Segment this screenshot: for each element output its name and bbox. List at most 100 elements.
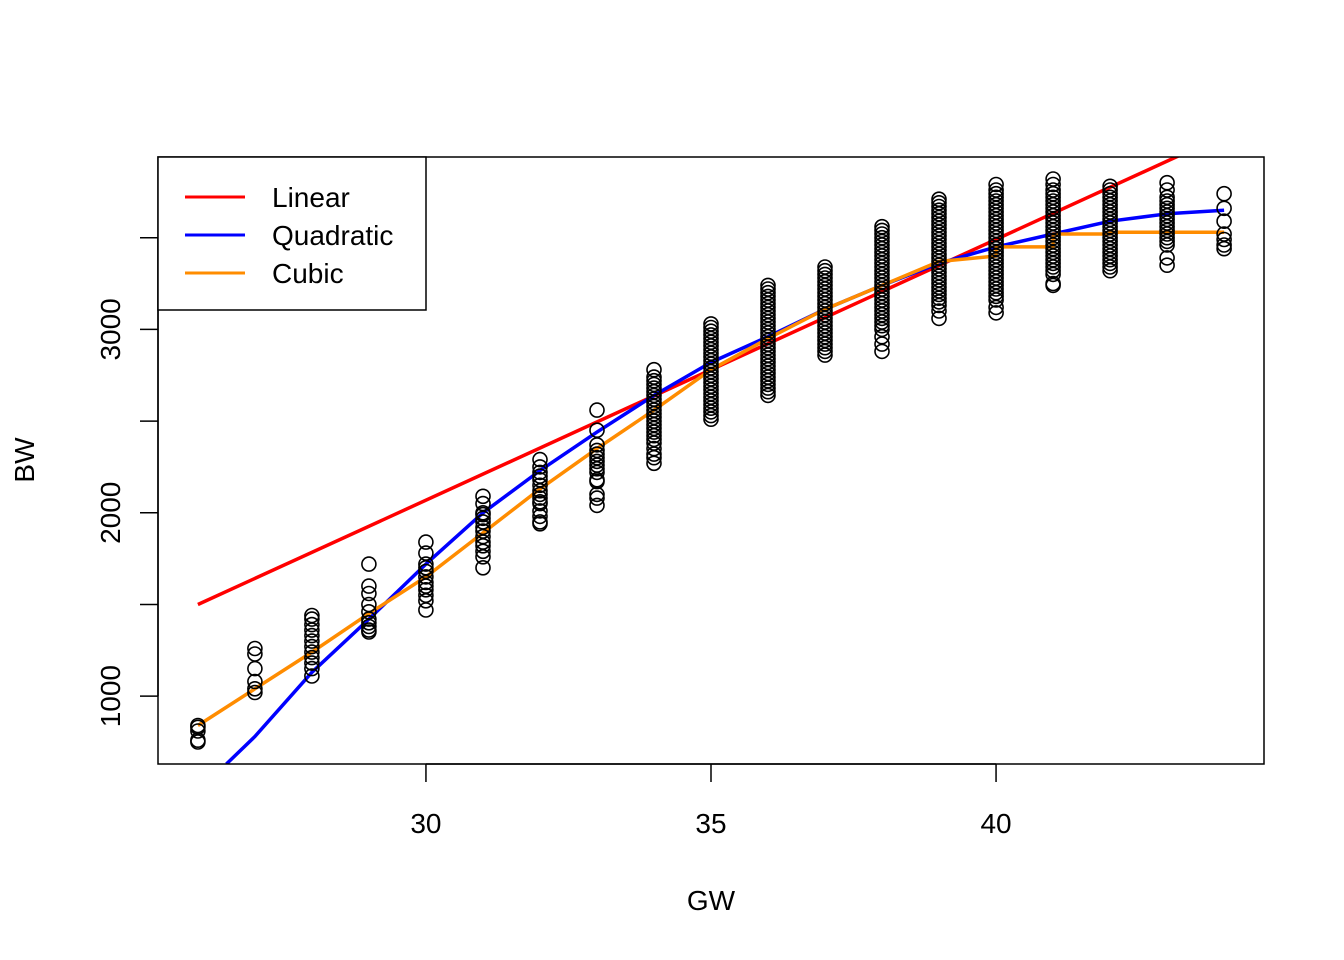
x-tick-label: 30 — [410, 808, 441, 839]
data-point — [874, 336, 890, 352]
data-point — [589, 497, 605, 514]
data-point — [931, 290, 947, 307]
y-tick-label: 3000 — [95, 298, 126, 360]
data-point — [532, 495, 548, 512]
data-point — [817, 339, 833, 356]
data-point — [988, 281, 1004, 297]
data-point — [589, 486, 605, 503]
data-point — [589, 460, 605, 477]
data-point — [361, 585, 377, 602]
legend-label-cubic: Cubic — [272, 258, 344, 289]
data-point — [304, 655, 320, 671]
data-point — [532, 459, 548, 475]
data-point — [1102, 251, 1118, 268]
data-point — [418, 602, 434, 618]
data-point — [475, 548, 491, 565]
data-point — [874, 343, 890, 360]
data-point — [418, 534, 434, 550]
data-point — [532, 503, 548, 519]
data-point — [304, 616, 320, 633]
data-point — [304, 660, 320, 677]
data-point — [988, 305, 1004, 321]
data-point — [1102, 259, 1118, 275]
data-point — [532, 515, 548, 532]
data-point — [247, 640, 263, 657]
data-point — [874, 317, 890, 334]
data-point — [247, 660, 263, 677]
data-point — [247, 684, 263, 701]
data-point — [817, 343, 833, 360]
data-point — [703, 400, 719, 417]
data-points — [190, 171, 1232, 750]
data-point — [361, 556, 377, 572]
data-point — [532, 464, 548, 481]
data-point — [418, 592, 434, 609]
data-point — [247, 673, 263, 690]
data-point — [1216, 240, 1232, 257]
data-point — [247, 680, 263, 697]
data-point — [532, 486, 548, 503]
data-point — [418, 574, 434, 591]
data-point — [361, 618, 377, 635]
data-point — [304, 622, 320, 638]
data-point — [703, 407, 719, 424]
data-point — [817, 336, 833, 352]
x-axis-label: GW — [687, 885, 736, 916]
data-point — [760, 387, 776, 404]
legend-label-linear: Linear — [272, 182, 350, 213]
data-point — [931, 310, 947, 327]
data-point — [646, 449, 662, 466]
data-point — [931, 294, 947, 310]
data-point — [817, 347, 833, 363]
x-axis: 30 35 40 — [410, 763, 1012, 839]
data-point — [589, 437, 605, 453]
data-point — [760, 380, 776, 396]
data-point — [361, 624, 377, 640]
data-point — [589, 490, 605, 506]
data-point — [532, 490, 548, 506]
data-point — [988, 299, 1004, 316]
fit-line-linear — [197, 157, 1181, 607]
x-tick-label: 35 — [695, 808, 726, 839]
fit-line-cubic — [196, 230, 1225, 727]
data-point — [304, 644, 320, 660]
data-point — [361, 614, 377, 631]
data-point — [1102, 255, 1118, 272]
data-point — [703, 404, 719, 420]
data-point — [1045, 176, 1061, 193]
data-point — [361, 611, 377, 627]
data-point — [418, 569, 434, 585]
data-point — [1159, 237, 1175, 253]
data-point — [475, 506, 491, 523]
data-point — [418, 581, 434, 598]
data-point — [589, 473, 605, 490]
data-point — [361, 578, 377, 594]
y-axis-label: BW — [9, 437, 40, 483]
data-point — [1216, 231, 1232, 248]
data-point — [1159, 257, 1175, 274]
data-point — [418, 556, 434, 572]
data-point — [1216, 200, 1232, 217]
data-point — [1045, 266, 1061, 283]
y-tick-label: 2000 — [95, 482, 126, 544]
data-point — [874, 310, 890, 327]
data-point — [988, 176, 1004, 193]
data-point — [304, 668, 320, 684]
data-point — [931, 303, 947, 319]
data-point — [418, 545, 434, 561]
data-point — [646, 424, 662, 440]
y-tick-label: 1000 — [95, 665, 126, 727]
data-point — [304, 627, 320, 644]
data-point — [475, 543, 491, 560]
data-point — [1159, 226, 1175, 242]
data-point — [931, 297, 947, 314]
data-point — [1102, 262, 1118, 279]
data-point — [190, 723, 206, 739]
data-point — [1045, 255, 1061, 272]
data-point — [646, 427, 662, 444]
data-point — [760, 376, 776, 393]
data-point — [475, 559, 491, 576]
data-point — [1216, 185, 1232, 202]
data-point — [475, 537, 491, 554]
